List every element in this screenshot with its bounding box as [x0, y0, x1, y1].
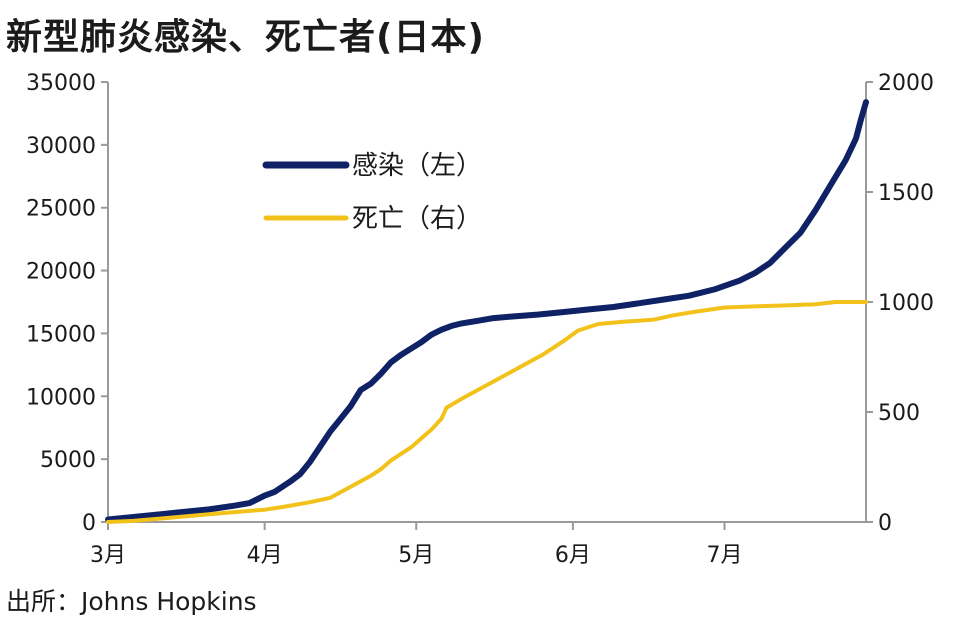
- legend-item-infections-label: 感染（左）: [352, 151, 482, 181]
- series-line-infections: [105, 99, 869, 523]
- y-left-tick-label: 25000: [26, 197, 96, 222]
- y-left-tick-label: 35000: [26, 71, 96, 96]
- source-note: 出所：Johns Hopkins: [6, 587, 257, 616]
- x-tick-label: 7月: [707, 543, 743, 568]
- series-lines: [105, 99, 869, 524]
- y-left-tick-label: 10000: [26, 385, 96, 410]
- x-tick-label: 5月: [398, 543, 434, 568]
- x-tick-label: 3月: [90, 543, 126, 568]
- series-line-deaths: [106, 300, 868, 524]
- y-right-tick-label: 0: [878, 511, 892, 536]
- axes: 0 5000 10000 15000 20000 25000 30000 35000 0 500 1…: [26, 71, 934, 568]
- y-left-tick-label: 0: [82, 511, 96, 536]
- y-right-tick-label: 2000: [878, 71, 934, 96]
- y-right-tick-label: 500: [878, 401, 920, 426]
- y-left-tick-label: 30000: [26, 134, 96, 159]
- legend: 感染（左） 死亡（右）: [262, 151, 482, 234]
- chart-title: 新型肺炎感染、死亡者(日本): [6, 17, 485, 58]
- y-left-tick-label: 5000: [40, 448, 96, 473]
- y-right-tick-label: 1500: [878, 181, 934, 206]
- y-left-tick-label: 15000: [26, 322, 96, 347]
- legend-item-deaths-label: 死亡（右）: [352, 204, 482, 234]
- y-left-tick-label: 20000: [26, 260, 96, 285]
- x-tick-label: 4月: [247, 543, 283, 568]
- y-right-tick-label: 1000: [878, 291, 934, 316]
- x-tick-label: 6月: [555, 543, 591, 568]
